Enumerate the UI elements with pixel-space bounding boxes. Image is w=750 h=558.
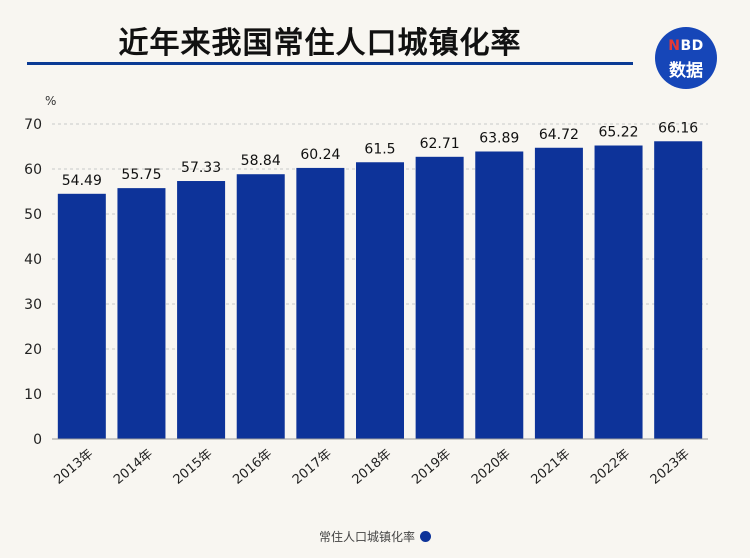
y-axis-unit: % [45, 94, 56, 108]
x-tick-label: 2021年 [529, 447, 574, 488]
y-tick-label: 50 [24, 207, 42, 223]
x-tick-label: 2014年 [111, 447, 156, 488]
y-tick-label: 0 [33, 432, 42, 448]
data-label: 66.16 [658, 120, 698, 136]
bar-chart: % 0 10 20 30 40 50 60 70 54.49 55.75 57.33 58.84 60.2… [24, 94, 708, 488]
bar [475, 151, 524, 439]
data-label: 58.84 [241, 153, 281, 169]
x-tick-label: 2015年 [171, 447, 216, 488]
bar [296, 167, 345, 440]
x-tick-label: 2022年 [588, 447, 633, 488]
x-tick-label: 2020年 [469, 447, 514, 488]
y-tick-label: 10 [24, 387, 42, 403]
data-label: 57.33 [181, 160, 221, 176]
data-label: 54.49 [62, 173, 102, 189]
y-tick-label: 60 [24, 162, 42, 178]
bar [177, 181, 226, 439]
x-tick-label: 2023年 [648, 447, 693, 488]
y-tick-label: 70 [24, 117, 42, 133]
chart-title: 近年来我国常住人口城镇化率 [118, 26, 522, 61]
data-label: 64.72 [539, 127, 579, 143]
bar [534, 147, 583, 439]
data-label: 61.5 [364, 141, 395, 157]
x-tick-label: 2018年 [350, 447, 395, 488]
bar [57, 193, 106, 439]
legend: 常住人口城镇化率 [0, 528, 750, 545]
bar [654, 141, 703, 439]
data-label: 60.24 [300, 147, 340, 163]
data-label: 65.22 [598, 125, 638, 141]
legend-marker [420, 531, 431, 542]
bar [415, 156, 464, 439]
y-tick-label: 40 [24, 252, 42, 268]
data-label: 62.71 [420, 136, 460, 152]
x-tick-label: 2013年 [51, 447, 96, 488]
bar [236, 174, 285, 439]
legend-label: 常住人口城镇化率 [318, 530, 415, 544]
data-label: 55.75 [121, 167, 161, 183]
x-tick-label: 2016年 [230, 447, 275, 488]
nbd-logo: NBD 数据 [655, 27, 717, 89]
bar [355, 162, 405, 439]
x-tick-label: 2019年 [409, 447, 454, 488]
x-tick-label: 2017年 [290, 447, 335, 488]
title-underline [27, 62, 633, 65]
data-label: 63.89 [479, 130, 519, 146]
bar [117, 188, 166, 439]
y-tick-label: 30 [24, 297, 42, 313]
y-tick-label: 20 [24, 342, 42, 358]
bar [594, 145, 643, 439]
